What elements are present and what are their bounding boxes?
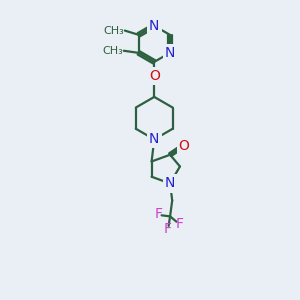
- Text: N: N: [165, 46, 175, 60]
- Text: N: N: [149, 19, 159, 33]
- Text: CH₃: CH₃: [103, 26, 124, 36]
- Text: F: F: [164, 222, 172, 236]
- Text: F: F: [154, 207, 162, 221]
- Text: N: N: [165, 176, 175, 190]
- Text: N: N: [149, 132, 159, 146]
- Text: O: O: [178, 139, 189, 153]
- Text: F: F: [176, 217, 184, 231]
- Text: O: O: [149, 69, 160, 83]
- Text: CH₃: CH₃: [102, 46, 123, 56]
